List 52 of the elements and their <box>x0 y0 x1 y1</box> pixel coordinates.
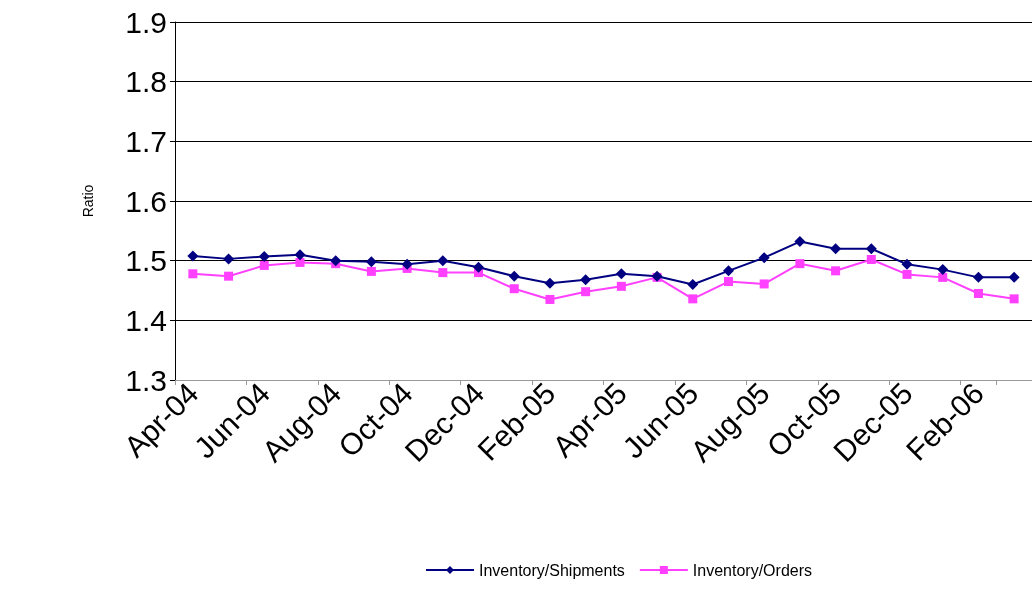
point <box>831 266 841 276</box>
point <box>401 258 413 270</box>
point <box>294 249 306 261</box>
point <box>544 277 556 289</box>
point <box>473 261 485 273</box>
y-tick-label: 1.6 <box>125 184 167 218</box>
point <box>938 272 948 282</box>
point <box>509 284 519 294</box>
y-tick-label: 1.9 <box>125 5 167 39</box>
y-tick-label: 1.7 <box>125 124 167 158</box>
point <box>866 254 876 264</box>
point <box>508 270 520 282</box>
legend-label: Inventory/Shipments <box>479 561 625 579</box>
point <box>758 252 770 264</box>
point <box>794 236 806 248</box>
legend-label: Inventory/Orders <box>692 561 813 579</box>
point <box>545 294 555 304</box>
y-tick-label: 1.4 <box>125 303 167 337</box>
point <box>937 264 949 276</box>
y-axis-title: Ratio <box>80 184 96 218</box>
point <box>188 269 198 279</box>
point <box>901 258 913 270</box>
point <box>223 253 235 265</box>
point <box>973 288 983 298</box>
point <box>365 256 377 268</box>
point <box>615 268 627 280</box>
point <box>224 271 234 281</box>
point <box>687 279 699 291</box>
point <box>259 260 269 270</box>
point <box>795 259 805 269</box>
point <box>437 255 449 267</box>
point <box>972 271 984 283</box>
point <box>258 250 270 262</box>
point <box>865 243 877 255</box>
point <box>187 250 199 262</box>
point <box>902 269 912 279</box>
point <box>723 277 733 287</box>
point <box>722 265 734 277</box>
point <box>366 266 376 276</box>
point <box>1009 294 1019 304</box>
point <box>330 255 342 267</box>
point <box>759 279 769 289</box>
point <box>830 243 842 255</box>
y-tick-label: 1.5 <box>125 244 167 278</box>
point <box>580 274 592 286</box>
point <box>295 257 305 267</box>
point <box>688 294 698 304</box>
point <box>438 268 448 278</box>
point <box>1008 271 1020 283</box>
point <box>616 281 626 291</box>
point <box>581 287 591 297</box>
y-tick-label: 1.8 <box>125 65 167 99</box>
